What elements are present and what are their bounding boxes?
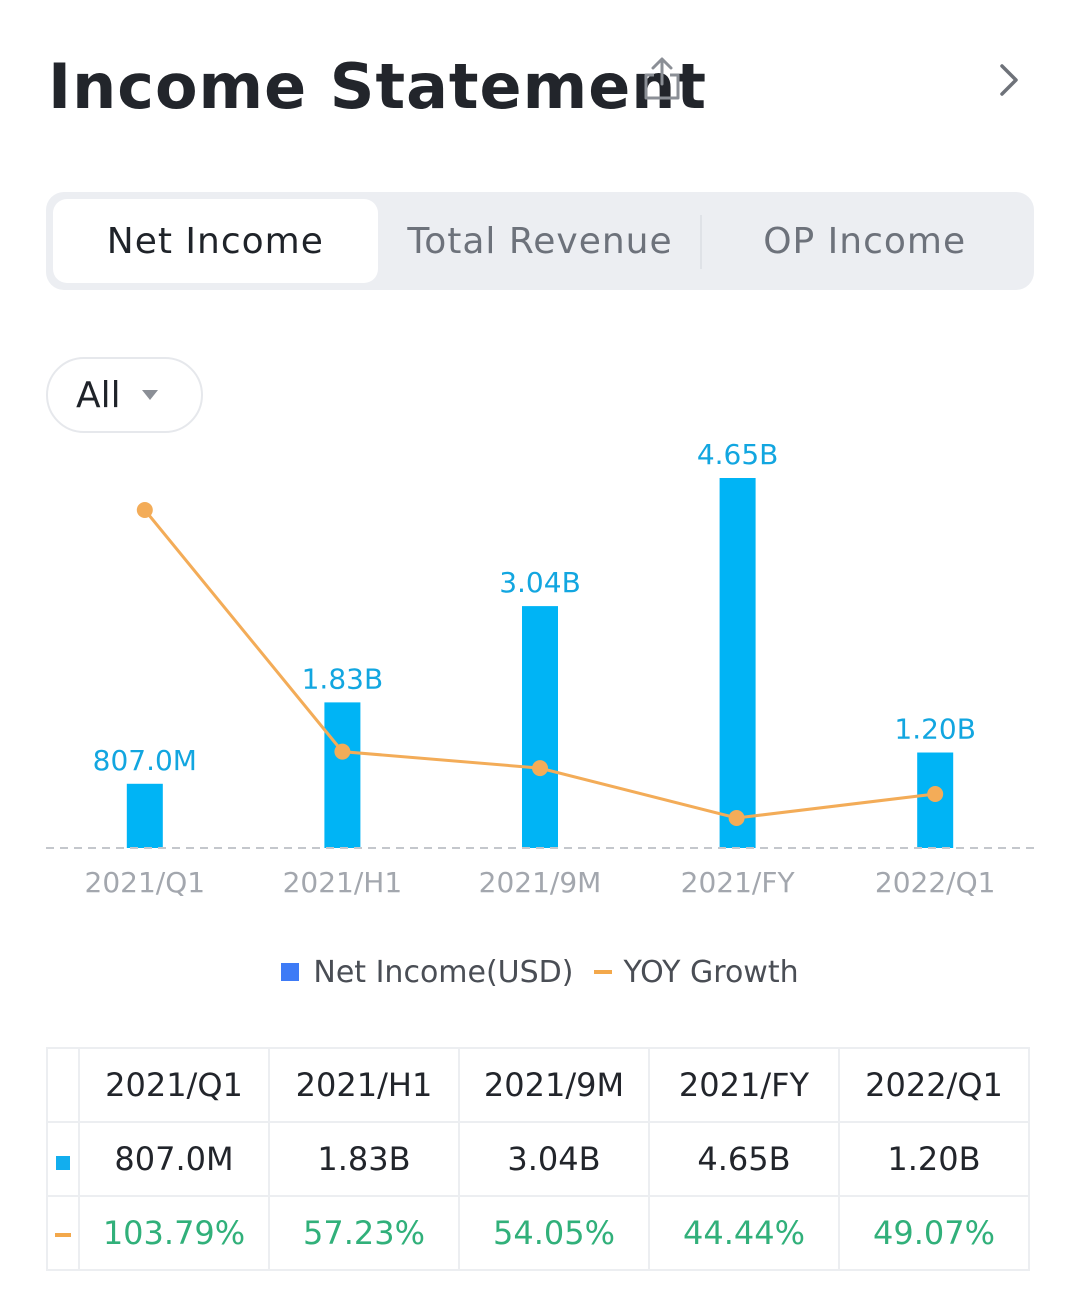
table-row-yoy-growth: 103.79% 57.23% 54.05% 44.44% 49.07% [46, 1195, 1030, 1271]
period-filter-dropdown[interactable]: All [46, 357, 203, 433]
table-header-row: 2021/Q1 2021/H1 2021/9M 2021/FY 2022/Q1 [46, 1047, 1030, 1123]
yoy-point-2021/Q1[interactable] [136, 502, 153, 518]
chevron-right-icon[interactable] [994, 60, 1024, 100]
table-header-cell: 2021/Q1 [78, 1047, 270, 1123]
x-tick-label: 2022/Q1 [875, 866, 996, 899]
legend-label: Net Income(USD) [313, 954, 574, 990]
x-tick-label: 2021/H1 [283, 866, 403, 899]
yoy-point-2021/H1[interactable] [334, 743, 351, 760]
table-cell: 807.0M [78, 1121, 270, 1197]
table-row-net-income: 807.0M 1.83B 3.04B 4.65B 1.20B [46, 1121, 1030, 1197]
share-icon[interactable] [640, 56, 684, 102]
legend-label: YOY Growth [623, 954, 799, 990]
bar-data-label: 1.83B [302, 662, 384, 695]
net-income-key-cell [46, 1121, 80, 1197]
net-income-key-icon [56, 1156, 70, 1170]
filter-label: All [76, 374, 121, 416]
tab-label: Net Income [106, 220, 324, 262]
legend-net-income[interactable]: Net Income(USD) [281, 954, 574, 990]
bar-2021/FY[interactable] [719, 478, 756, 848]
yoy-key-icon [55, 1233, 71, 1237]
bar-2021/Q1[interactable] [126, 783, 163, 848]
x-tick-label: 2021/Q1 [85, 866, 206, 899]
table-cell: 44.44% [648, 1195, 840, 1271]
table-cell: 4.65B [648, 1121, 840, 1197]
tab-divider [700, 215, 703, 269]
table-cell: 1.20B [838, 1121, 1030, 1197]
net-income-chart: 807.0M 1.83B 3.04B 4.65B 1.20B 2021/Q1 2021/H… [46, 438, 1034, 899]
tab-label: OP Income [763, 220, 967, 262]
table-header-cell: 2021/H1 [268, 1047, 460, 1123]
bar-data-label: 807.0M [93, 744, 197, 777]
bar-data-label: 3.04B [499, 566, 581, 599]
yoy-point-2021/FY[interactable] [728, 810, 745, 826]
table-cell: 103.79% [78, 1195, 270, 1271]
table-cell: 49.07% [838, 1195, 1030, 1271]
tab-net-income[interactable]: Net Income [53, 199, 378, 283]
bar-2021/9M[interactable] [522, 606, 558, 848]
legend-bar-swatch [281, 963, 300, 981]
table-cell: 1.83B [268, 1121, 460, 1197]
metric-tabs: Net Income Total Revenue OP Income [46, 192, 1034, 290]
yoy-point-2021/9M[interactable] [532, 760, 548, 777]
caret-down-icon [141, 390, 158, 400]
tab-op-income[interactable]: OP Income [702, 199, 1027, 283]
legend-line-swatch [593, 970, 612, 974]
table-header-cell: 2021/FY [648, 1047, 840, 1123]
tab-total-revenue[interactable]: Total Revenue [378, 199, 703, 283]
x-tick-label: 2021/9M [479, 866, 602, 899]
chart-legend: Net Income(USD) YOY Growth [0, 950, 1080, 994]
data-table: 2021/Q1 2021/H1 2021/9M 2021/FY 2022/Q1 … [46, 1047, 1030, 1271]
yoy-point-2022/Q1[interactable] [927, 785, 944, 802]
bar-data-label: 4.65B [697, 438, 779, 471]
table-header-cell: 2022/Q1 [838, 1047, 1030, 1123]
legend-yoy-growth[interactable]: YOY Growth [593, 954, 799, 990]
page-title: Income Statement [48, 50, 708, 123]
table-corner-cell [46, 1047, 80, 1123]
yoy-key-cell [46, 1195, 80, 1271]
tab-label: Total Revenue [407, 220, 673, 262]
bar-data-label: 1.20B [894, 713, 976, 746]
table-header-cell: 2021/9M [458, 1047, 650, 1123]
table-cell: 3.04B [458, 1121, 650, 1197]
x-tick-label: 2021/FY [681, 866, 796, 899]
table-cell: 57.23% [268, 1195, 460, 1271]
table-cell: 54.05% [458, 1195, 650, 1271]
bar-2021/H1[interactable] [324, 702, 361, 848]
